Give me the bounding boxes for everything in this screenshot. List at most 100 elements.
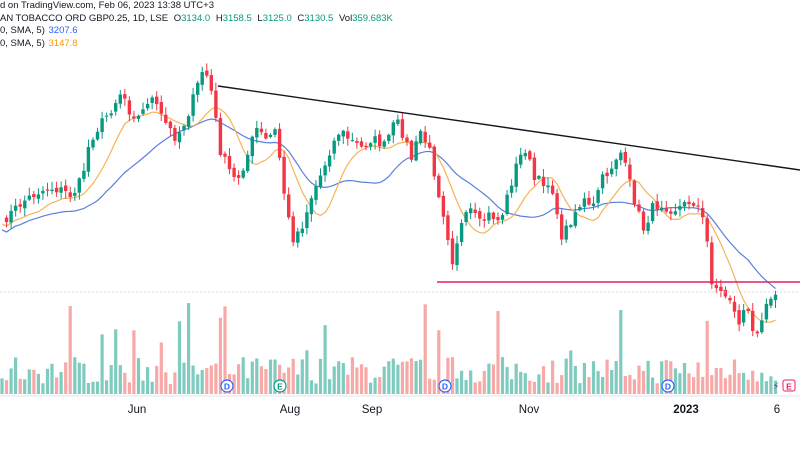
volume-bar [614, 361, 618, 394]
candle [282, 150, 286, 200]
volume-bar [464, 380, 468, 394]
event-marker-e[interactable]: E [782, 379, 796, 392]
volume-bar [59, 372, 63, 394]
candle [291, 211, 295, 247]
close-value: 3130.5 [304, 12, 334, 24]
candle [532, 152, 537, 186]
volume-bar [450, 357, 455, 394]
candle [13, 198, 18, 217]
candle [64, 179, 68, 199]
low-value: 3125.0 [262, 12, 292, 24]
volume-bar [314, 383, 318, 394]
volume-bar [669, 361, 673, 394]
candle [214, 82, 218, 122]
candle [205, 63, 209, 78]
candles [4, 63, 778, 338]
candle [104, 112, 109, 122]
time-axis[interactable]: Jun Aug Sep Nov 2023 6 [0, 395, 800, 416]
event-markers[interactable]: D E D D E ⚡ [220, 379, 796, 393]
candle [323, 161, 327, 182]
candle [396, 114, 400, 126]
candle [610, 161, 614, 177]
drawn-lines[interactable] [0, 85, 800, 293]
candle [696, 198, 700, 213]
sma-fast-line[interactable] [1, 106, 776, 323]
candle [91, 137, 95, 151]
event-marker-d[interactable]: D [220, 379, 234, 393]
candle [364, 142, 368, 151]
candle [450, 231, 455, 270]
candle [9, 204, 13, 229]
split-icon[interactable]: ⚡ [772, 382, 779, 393]
candle [591, 196, 596, 211]
candle [564, 219, 568, 243]
candle [710, 236, 714, 289]
volume-bar [400, 361, 404, 394]
candle [746, 307, 750, 314]
candle [464, 210, 468, 226]
candle [378, 130, 382, 152]
sma-fast-value: 3147.8 [48, 37, 78, 49]
candle [236, 170, 241, 185]
moving-averages [1, 106, 776, 323]
volume-bar [605, 359, 609, 394]
candle [173, 125, 177, 146]
candle [182, 124, 186, 136]
volume-bar [218, 317, 222, 394]
svg-text:D: D [224, 382, 230, 392]
volume-bar [591, 361, 596, 394]
candle [682, 200, 687, 211]
volume-bar [419, 359, 423, 394]
volume-bar [482, 370, 486, 394]
candle [4, 215, 9, 228]
candle [605, 167, 609, 184]
volume-bar [551, 360, 555, 394]
sma-slow-line[interactable] [1, 118, 776, 289]
volume-bar [455, 378, 459, 394]
volume-bar [382, 366, 386, 394]
candle [223, 151, 227, 164]
volume-bar [173, 372, 177, 394]
volume-bar [164, 372, 168, 394]
volume-bar [469, 370, 473, 394]
candle [346, 126, 350, 146]
volume-bar [446, 357, 450, 394]
volume-bar [305, 350, 309, 394]
candle [773, 290, 778, 308]
volume-bar [555, 382, 559, 394]
candle [218, 112, 223, 157]
candle [528, 149, 532, 162]
high-value: 3158.5 [222, 12, 252, 24]
event-marker-e[interactable]: E [273, 379, 287, 393]
indicator-sma-fast[interactable]: 0, SMA, 5) 3147.8 [0, 37, 78, 49]
volume-bar [237, 364, 241, 394]
volume-bar [114, 329, 118, 394]
candle [732, 295, 737, 318]
volume-bar [4, 380, 9, 394]
volume-bar [268, 359, 273, 394]
candle [764, 298, 769, 323]
event-marker-d[interactable]: D [661, 379, 675, 393]
event-marker-d[interactable]: D [438, 379, 452, 393]
candle [268, 133, 273, 139]
candle [382, 139, 386, 149]
volume-bar [23, 379, 27, 394]
candle [45, 182, 50, 197]
volume-bar [728, 374, 732, 394]
volume-bar [460, 370, 464, 394]
volume-bar [409, 358, 414, 394]
open-value: 3134.0 [181, 12, 211, 24]
volume-bar [396, 364, 400, 394]
indicator-sma-slow[interactable]: 0, SMA, 5) 3207.6 [0, 25, 78, 36]
candle [678, 199, 682, 217]
volume-bar [323, 325, 327, 394]
candle [73, 187, 77, 201]
volume-bar [655, 383, 659, 394]
volume-bar [32, 369, 36, 394]
volume-bar [755, 381, 759, 394]
trendline[interactable] [217, 85, 800, 171]
candle [141, 102, 145, 116]
candle [619, 149, 623, 166]
